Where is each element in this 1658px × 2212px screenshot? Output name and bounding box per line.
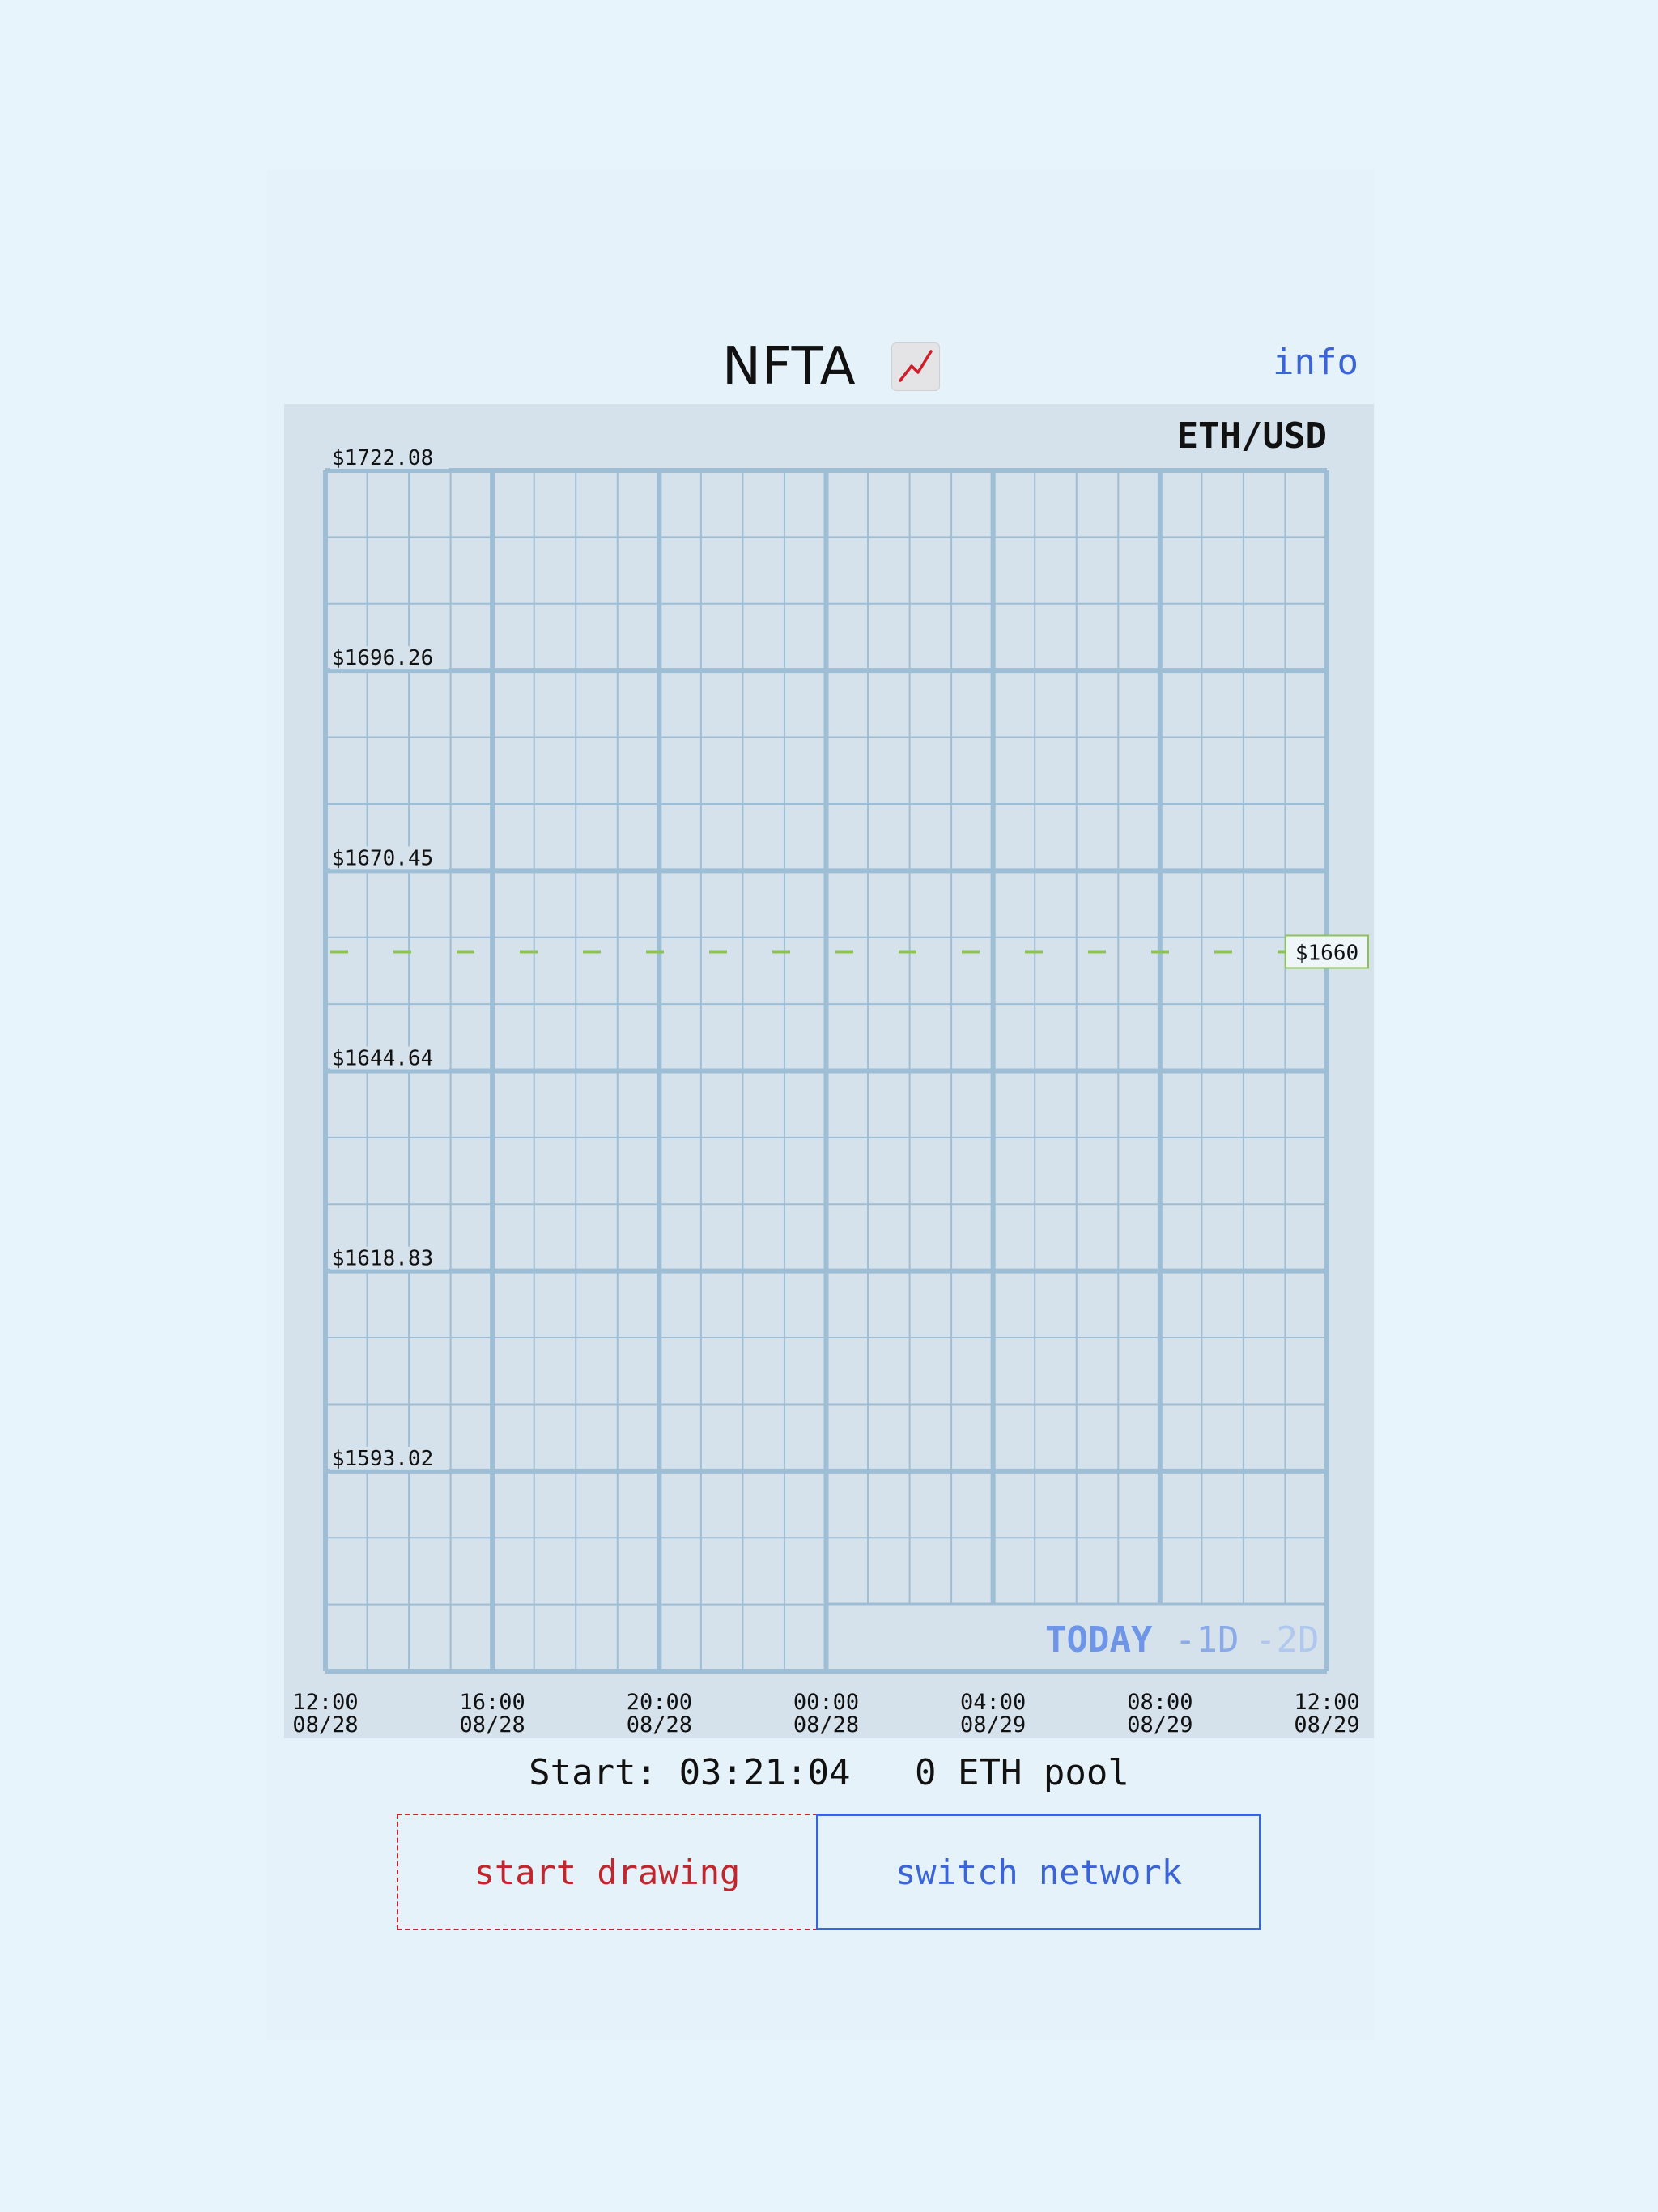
y-tick-label: $1670.45	[332, 846, 433, 870]
switch-network-button[interactable]: switch network	[816, 1814, 1261, 1930]
page-title: NFTA	[722, 334, 941, 399]
x-tick-date: 08/29	[1294, 1712, 1359, 1738]
x-tick-date: 08/28	[793, 1712, 859, 1738]
y-tick-label-bg	[330, 1046, 449, 1070]
reference-label-box	[1285, 934, 1369, 969]
x-tick-date: 08/28	[460, 1712, 525, 1738]
y-tick-label: $1696.26	[332, 646, 433, 670]
x-tick-time: 12:00	[1294, 1690, 1359, 1715]
pair-label: ETH/USD	[1176, 415, 1327, 457]
reference-label: $1660	[1295, 941, 1358, 965]
y-tick-label: $1644.64	[332, 1047, 433, 1071]
range-tab-today[interactable]: TODAY	[1045, 1619, 1153, 1661]
chart-panel: ETH/USD $1722.08 $1696.26 $1670.45 $1644.64…	[284, 404, 1374, 1738]
y-tick-label: $1618.83	[332, 1247, 433, 1271]
start-time: 03:21:04	[678, 1752, 851, 1793]
y-tick-label-bg	[330, 446, 449, 469]
price-chart[interactable]: $1722.08 $1696.26 $1670.45 $1644.64 $1618.83…	[284, 404, 1374, 1738]
chart-increasing-icon	[891, 342, 941, 391]
y-tick-label-bg	[330, 1446, 449, 1470]
status-line: Start: 03:21:04 0 ETH pool	[0, 1752, 1658, 1793]
pool-label: ETH pool	[957, 1752, 1129, 1793]
x-tick-time: 08:00	[1127, 1690, 1192, 1715]
x-tick-date: 08/28	[627, 1712, 692, 1738]
start-label: Start:	[529, 1752, 658, 1793]
info-link[interactable]: info	[1273, 342, 1358, 383]
x-tick-time: 16:00	[460, 1690, 525, 1715]
range-tab-1d[interactable]: -1D	[1175, 1619, 1239, 1661]
x-tick-date: 08/29	[1127, 1712, 1192, 1738]
y-tick-label: $1593.02	[332, 1447, 433, 1471]
range-tab-2d[interactable]: -2D	[1255, 1619, 1319, 1661]
x-tick-time: 20:00	[627, 1690, 692, 1715]
range-tabs-box	[828, 1604, 1324, 1669]
start-drawing-button[interactable]: start drawing	[397, 1814, 818, 1930]
y-tick-label-bg	[330, 846, 449, 870]
pool-amount: 0	[914, 1752, 937, 1793]
y-tick-label-bg	[330, 1246, 449, 1270]
title-text: NFTA	[722, 337, 857, 397]
y-tick-label-bg	[330, 646, 449, 670]
x-tick-date: 08/28	[292, 1712, 358, 1738]
x-tick-time: 00:00	[793, 1690, 859, 1715]
x-tick-date: 08/29	[960, 1712, 1026, 1738]
x-tick-time: 12:00	[292, 1690, 358, 1715]
header: NFTA info	[283, 324, 1375, 405]
x-tick-time: 04:00	[960, 1690, 1026, 1715]
y-tick-label: $1722.08	[332, 446, 433, 470]
